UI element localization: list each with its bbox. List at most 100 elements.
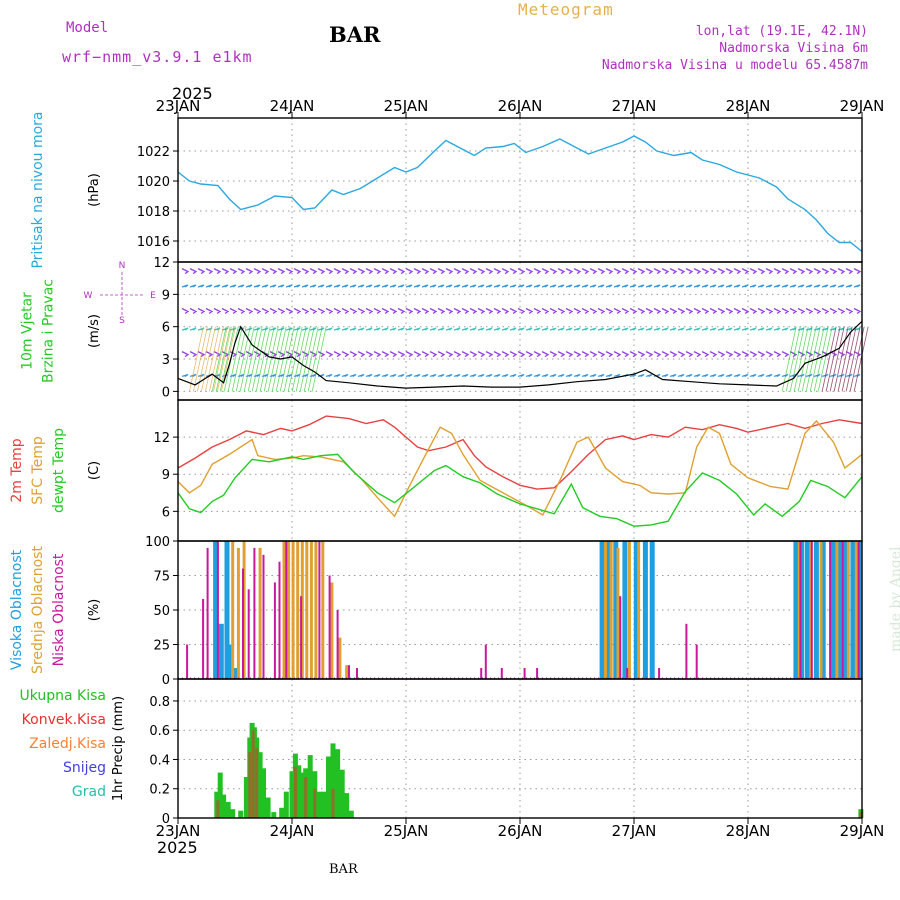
precip-bar [293, 766, 297, 818]
wind-arrow-row [181, 268, 862, 275]
cloud-bar [291, 541, 295, 679]
cloud-bar [328, 575, 331, 679]
cloud-bar [345, 665, 349, 679]
cloud-bar [330, 582, 334, 679]
cloud-bar [305, 541, 309, 679]
x-tick-label-bottom: 23JAN [156, 822, 201, 840]
y-tick-label: 9 [162, 468, 170, 483]
precip-bar [296, 765, 302, 818]
x-tick-label-top: 27JAN [612, 97, 657, 115]
wind-arrow-row [181, 327, 861, 331]
cloud-bar [622, 541, 628, 679]
cloud-bar [336, 610, 339, 679]
legend-label: Grad [72, 784, 106, 800]
cloud-bar [637, 541, 641, 679]
y-tick-label: 3 [162, 353, 170, 368]
cloud-bar [649, 541, 655, 679]
precip-bar [313, 788, 317, 818]
cloud-bar [247, 589, 250, 679]
y-tick-label: 12 [153, 256, 170, 271]
legend-label: Ukupna Kisa [19, 688, 106, 704]
temp-line-2 [177, 453, 863, 527]
axis-label: SFC Temp [30, 436, 46, 505]
legend-label: Snijeg [63, 760, 106, 776]
cloud-bar [685, 623, 688, 679]
precip-bar [344, 793, 350, 818]
precip-bar [339, 769, 345, 818]
cloud-bar [829, 541, 832, 679]
x-tick-label-top: 28JAN [726, 97, 771, 115]
cloud-bar [613, 541, 619, 679]
x-tick-label-top: 26JAN [498, 97, 543, 115]
y-tick-label: 1022 [137, 145, 170, 160]
cloud-bar [835, 541, 839, 679]
cloud-bar [202, 599, 205, 679]
cloud-bar [642, 541, 648, 679]
precip-bar [316, 791, 322, 818]
cloud-bar [300, 596, 303, 679]
cloud-bar [273, 582, 276, 679]
cloud-bar [599, 541, 605, 679]
y-tick-label: 0 [162, 673, 170, 688]
cloud-bar [799, 541, 802, 679]
cloud-bar [846, 541, 850, 679]
cloud-bar [809, 541, 813, 679]
cloud-bar [321, 541, 325, 679]
cloud-bar [314, 541, 318, 679]
cloud-bar [231, 541, 235, 679]
x-tick-label-bottom: 24JAN [270, 822, 315, 840]
x-tick-label-top: 23JAN [156, 97, 201, 115]
cloud-bar [309, 541, 313, 679]
precip-bar [289, 771, 295, 818]
precip-bar [330, 743, 336, 818]
y-tick-label: 9 [162, 288, 170, 303]
panel-frame [177, 261, 863, 401]
x-tick-label-bottom: 28JAN [726, 822, 771, 840]
y-tick-label: 0.2 [149, 783, 170, 798]
cloud-bar [227, 644, 233, 679]
cloud-bar [338, 637, 342, 679]
axis-label: Niska Oblacnost [51, 553, 67, 666]
product-title: Meteogram [518, 0, 614, 19]
compass-cross [100, 272, 144, 317]
x-tick-label-top: 24JAN [270, 97, 315, 115]
precip-bar [265, 797, 271, 818]
x-tick-label-bottom: 25JAN [384, 822, 429, 840]
y-tick-label: 6 [162, 505, 170, 520]
compass-east: E [150, 291, 156, 301]
y-tick-label: 100 [145, 535, 170, 550]
cloud-bar [841, 541, 844, 679]
wind-speed-line [177, 320, 863, 389]
precip-bar [225, 801, 231, 818]
axis-unit: (C) [87, 461, 102, 480]
model-elevation: Nadmorska Visina u modelu 65.4587m [601, 58, 868, 73]
y-tick-label: 0.4 [149, 753, 170, 768]
cloud-bar [282, 541, 286, 679]
cloud-bar [831, 541, 836, 679]
precip-bar [348, 810, 354, 818]
model-name: wrf−nmm_v3.9.1 e1km [62, 48, 253, 66]
wind-hatch [189, 326, 236, 392]
cloud-bar [619, 596, 622, 679]
cloud-bar [627, 541, 631, 679]
cloud-bar [804, 541, 810, 679]
precip-bar [331, 788, 335, 818]
precip-bar [216, 800, 220, 818]
axis-label: 10m Vjetar [20, 292, 36, 370]
cloud-bar [695, 644, 698, 679]
y-tick-label: 1018 [137, 205, 170, 220]
cloud-bar [820, 541, 826, 679]
cloud-bar [797, 541, 801, 679]
cloud-bar [258, 547, 262, 679]
cloud-bar [285, 541, 288, 679]
footer-station: BAR [329, 862, 358, 877]
axis-unit: (%) [87, 599, 102, 622]
bottom-year: 2025 [157, 838, 198, 857]
cloud-bar [604, 541, 607, 679]
axis-label: Srednja Oblacnost [30, 546, 46, 674]
precip-bar [279, 807, 285, 818]
cloud-bar [850, 541, 856, 679]
precip-bar [335, 749, 341, 818]
cloud-bar [813, 541, 819, 679]
